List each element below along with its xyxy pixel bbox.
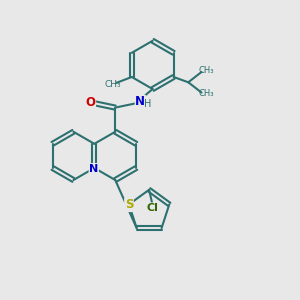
Text: CH₃: CH₃ [199,89,214,98]
Text: N: N [89,164,98,173]
Text: CH₃: CH₃ [104,80,121,88]
Text: S: S [125,199,133,212]
Text: CH₃: CH₃ [199,66,214,75]
Text: H: H [144,99,151,109]
Text: N: N [135,95,145,108]
Text: Cl: Cl [147,203,159,213]
Text: O: O [85,96,95,109]
